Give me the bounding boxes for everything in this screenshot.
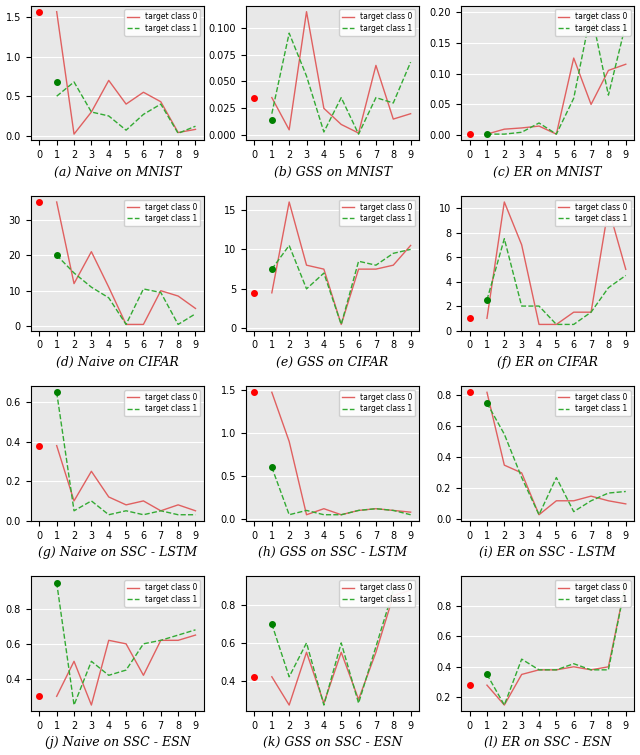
X-axis label: (i) ER on SSC - LSTM: (i) ER on SSC - LSTM: [479, 546, 616, 559]
Legend: target class 0, target class 1: target class 0, target class 1: [339, 390, 415, 417]
Legend: target class 0, target class 1: target class 0, target class 1: [339, 199, 415, 226]
X-axis label: (c) ER on MNIST: (c) ER on MNIST: [493, 165, 602, 178]
X-axis label: (e) GSS on CIFAR: (e) GSS on CIFAR: [276, 356, 388, 369]
Legend: target class 0, target class 1: target class 0, target class 1: [124, 390, 200, 417]
Legend: target class 0, target class 1: target class 0, target class 1: [555, 581, 630, 607]
Legend: target class 0, target class 1: target class 0, target class 1: [124, 581, 200, 607]
X-axis label: (h) GSS on SSC - LSTM: (h) GSS on SSC - LSTM: [258, 546, 407, 559]
Legend: target class 0, target class 1: target class 0, target class 1: [555, 9, 630, 35]
Legend: target class 0, target class 1: target class 0, target class 1: [339, 9, 415, 35]
Legend: target class 0, target class 1: target class 0, target class 1: [339, 581, 415, 607]
X-axis label: (d) Naive on CIFAR: (d) Naive on CIFAR: [56, 356, 179, 369]
Legend: target class 0, target class 1: target class 0, target class 1: [555, 390, 630, 417]
X-axis label: (l) ER on SSC - ESN: (l) ER on SSC - ESN: [484, 736, 611, 750]
Legend: target class 0, target class 1: target class 0, target class 1: [124, 9, 200, 35]
X-axis label: (k) GSS on SSC - ESN: (k) GSS on SSC - ESN: [263, 736, 403, 750]
X-axis label: (a) Naive on MNIST: (a) Naive on MNIST: [54, 165, 181, 178]
Legend: target class 0, target class 1: target class 0, target class 1: [555, 199, 630, 226]
X-axis label: (g) Naive on SSC - LSTM: (g) Naive on SSC - LSTM: [38, 546, 197, 559]
X-axis label: (b) GSS on MNIST: (b) GSS on MNIST: [273, 165, 392, 178]
X-axis label: (j) Naive on SSC - ESN: (j) Naive on SSC - ESN: [45, 736, 190, 750]
X-axis label: (f) ER on CIFAR: (f) ER on CIFAR: [497, 356, 598, 369]
Legend: target class 0, target class 1: target class 0, target class 1: [124, 199, 200, 226]
